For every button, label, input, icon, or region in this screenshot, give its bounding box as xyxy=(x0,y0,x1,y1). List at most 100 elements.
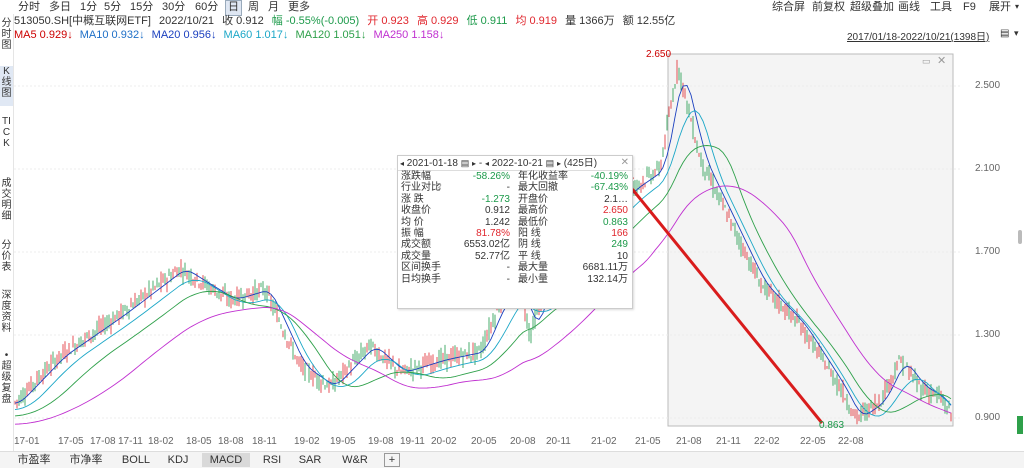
prev-start-icon[interactable]: ◂ xyxy=(400,159,405,168)
x-tick: 18-11 xyxy=(252,436,277,447)
help-icon[interactable]: ? xyxy=(436,182,442,194)
tool-super-overlay[interactable]: 超级叠加 xyxy=(850,1,894,13)
tab-kline-chart[interactable]: K线图 xyxy=(0,66,13,106)
ma20-label: MA20 0.956↓ xyxy=(151,29,217,41)
period-60min[interactable]: 60分 xyxy=(195,1,219,13)
period-multiday[interactable]: 多日 xyxy=(49,1,71,13)
add-tab-button[interactable]: + xyxy=(384,453,400,467)
tab-rsi[interactable]: RSI xyxy=(262,454,282,466)
tab-wr[interactable]: W&R xyxy=(342,454,368,466)
tool-tools[interactable]: 工具 xyxy=(930,1,952,13)
tool-draw-line[interactable]: 画线 xyxy=(898,1,920,13)
x-tick: 19-05 xyxy=(330,436,356,447)
quote-amount: 额 12.55亿 xyxy=(622,15,676,27)
tab-boll[interactable]: BOLL xyxy=(121,454,151,466)
tab-super-review[interactable]: •超级复盘 xyxy=(1,350,12,405)
stat-label: 行业对比 xyxy=(401,182,441,194)
x-tick: 17-01 xyxy=(14,436,40,447)
stats-row: 振 幅 81.78% 阳 线 166 xyxy=(398,228,632,239)
indicator-tab-bar: 市盈率 市净率 BOLL KDJ MACD RSI SAR W&R + xyxy=(0,451,1024,468)
y-tick: 2.100 xyxy=(975,163,1001,174)
calendar-icon[interactable]: ▤ xyxy=(545,158,555,168)
stat-value: -58.26% xyxy=(472,171,510,182)
x-tick: 22-05 xyxy=(800,436,826,447)
scroll-indicator xyxy=(1017,416,1023,434)
close-icon[interactable]: ✕ xyxy=(620,157,629,168)
ma120-label: MA120 1.051↓ xyxy=(295,29,367,41)
prev-end-icon[interactable]: ◂ xyxy=(484,159,489,168)
period-30min[interactable]: 30分 xyxy=(162,1,186,13)
period-toolbar: 分时 多日 1分 5分 15分 30分 60分 日 周 月 更多 综合屏 前复权… xyxy=(0,0,1024,16)
expand-chevron-icon[interactable]: ▾ xyxy=(1015,2,1020,11)
stat-label: 涨跌幅 xyxy=(401,171,431,182)
tab-sar[interactable]: SAR xyxy=(298,454,322,466)
stat-label: 年化收益率 xyxy=(518,171,568,182)
tab-pb[interactable]: 市净率 xyxy=(69,454,103,466)
calendar-icon[interactable]: ▤ xyxy=(460,158,470,168)
stats-row: 成交量 52.77亿平 线 10 xyxy=(398,251,632,262)
range-end-date[interactable]: 2022-10-21 xyxy=(491,158,543,169)
stat-value: 6681.11万 xyxy=(582,262,628,274)
ma-line-0 xyxy=(14,85,952,415)
period-day[interactable]: 日 xyxy=(225,0,242,16)
x-tick: 22-02 xyxy=(754,436,780,447)
next-end-icon[interactable]: ▸ xyxy=(556,159,561,168)
security-code: 513050.SH[中概互联网ETF] xyxy=(14,15,151,27)
x-tick: 19-11 xyxy=(400,436,425,447)
quote-high: 高 0.929 xyxy=(416,15,459,27)
stats-row: 涨 跌 -1.273 开盘价 2.1… xyxy=(398,194,632,205)
tool-expand[interactable]: 展开 xyxy=(989,1,1011,13)
date-range[interactable]: 2017/01/18-2022/10/21(1398日) xyxy=(847,32,990,43)
range-stats-panel: ◂ 2021-01-18 ▤ ▸ - ◂ 2022-10-21 ▤ ▸ (425… xyxy=(397,155,633,309)
tool-composite-screen[interactable]: 综合屏 xyxy=(772,1,805,13)
stats-row: 日均换手 - 最小量 132.14万 xyxy=(398,274,632,285)
range-start-date[interactable]: 2021-01-18 xyxy=(406,158,458,169)
stat-label: 开盘价 xyxy=(518,193,548,205)
ma-line-1 xyxy=(14,109,952,417)
stat-label: 阳 线 xyxy=(518,227,541,239)
period-15min[interactable]: 15分 xyxy=(130,1,154,13)
tab-macd[interactable]: MACD xyxy=(202,453,250,467)
tab-trade-detail[interactable]: 成交明细 xyxy=(1,178,12,222)
period-more[interactable]: 更多 xyxy=(288,1,310,13)
next-start-icon[interactable]: ▸ xyxy=(472,159,477,168)
ma10-label: MA10 0.932↓ xyxy=(79,29,145,41)
stat-value: -40.19% xyxy=(590,171,628,182)
range-days: (425日) xyxy=(563,158,598,169)
period-week[interactable]: 周 xyxy=(248,1,259,13)
tab-price-table[interactable]: 分价表 xyxy=(1,240,12,273)
stat-label: 最低价 xyxy=(518,216,548,228)
tool-f9[interactable]: F9 xyxy=(963,1,976,13)
calendar-icon[interactable]: ▤ xyxy=(1000,28,1010,39)
scrollbar-thumb[interactable] xyxy=(1018,230,1022,244)
tab-deep-data[interactable]: 深度资料 xyxy=(1,290,12,334)
period-month[interactable]: 月 xyxy=(268,1,279,13)
stats-row: 均 价 1.242 最低价 0.863 xyxy=(398,217,632,228)
menu-chevron-icon[interactable]: ▾ xyxy=(1014,28,1019,38)
tab-fenshi-chart[interactable]: 分时图 xyxy=(1,18,12,51)
x-tick: 20-11 xyxy=(546,436,571,447)
x-tick: 18-05 xyxy=(186,436,212,447)
close-icon: ✕ xyxy=(937,55,946,67)
stat-label: 成交额 xyxy=(401,239,431,251)
stat-value: - xyxy=(506,262,510,274)
stat-value: 6553.02亿 xyxy=(463,239,510,251)
period-fenshi[interactable]: 分时 xyxy=(18,1,40,13)
ma-line-2 xyxy=(14,145,952,417)
scrollbar[interactable] xyxy=(1017,40,1023,440)
tab-kdj[interactable]: KDJ xyxy=(167,454,189,466)
tool-forward-adjust[interactable]: 前复权 xyxy=(812,1,845,13)
stat-label: 成交量 xyxy=(401,250,431,262)
stat-value: 166 xyxy=(611,227,628,239)
tab-pe[interactable]: 市盈率 xyxy=(17,454,51,466)
stat-label: 最大量 xyxy=(518,262,548,274)
period-5min[interactable]: 5分 xyxy=(104,1,122,13)
high-price-label: 2.650 xyxy=(646,49,672,60)
x-tick: 18-08 xyxy=(218,436,244,447)
period-1min[interactable]: 1分 xyxy=(80,1,98,13)
tab-tick[interactable]: TICK xyxy=(2,116,11,149)
window-restore-icon: ▭ xyxy=(922,56,931,66)
stat-value: 132.14万 xyxy=(587,273,628,285)
stat-value: 249 xyxy=(611,239,628,251)
